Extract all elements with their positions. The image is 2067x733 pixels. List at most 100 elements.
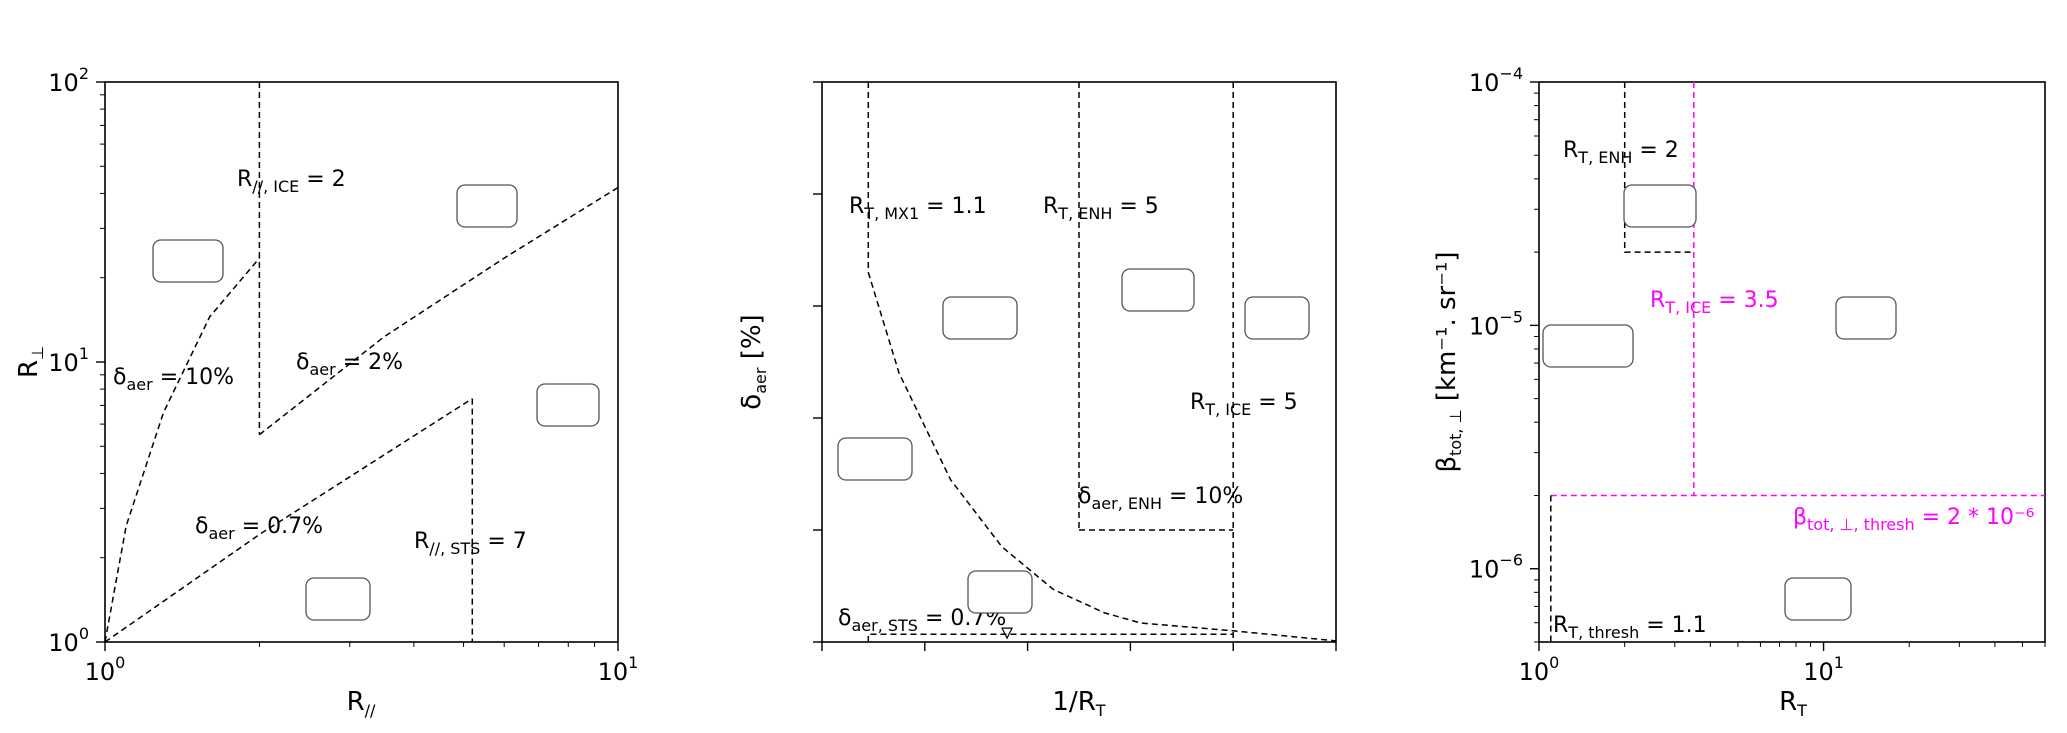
annotation-subscript: T, ENH (1057, 204, 1112, 223)
annotation-value: = 10% (1162, 484, 1243, 509)
annotation-subscript: T, ICE (1664, 298, 1711, 317)
annotation-base: R (237, 167, 252, 192)
y-tick-exp: 1 (79, 344, 89, 363)
annotation-value: = 2% (336, 350, 403, 375)
boundary-line (104, 397, 473, 643)
y-tick-exp: −6 (1499, 551, 1523, 570)
x-tick-label: 100 (85, 653, 126, 686)
annotation-subscript: //, STS (429, 539, 480, 558)
x-tick-base: 10 (1803, 658, 1834, 686)
x-tick-exp: 0 (1549, 653, 1559, 672)
annotation-base: δ (113, 365, 126, 390)
region-label-box (305, 577, 371, 621)
y-tick-label: 101 (48, 344, 89, 377)
x-axis-title: RT (1779, 687, 1807, 720)
annotation-subscript: T, ICE (1204, 400, 1251, 419)
x-tick-base: 10 (85, 658, 116, 686)
boundary-line (1623, 82, 1694, 253)
boundary-line (104, 257, 260, 643)
annotation-value: = 10% (153, 365, 234, 390)
annotation-base: R (1190, 390, 1205, 415)
boundary-line (867, 633, 1234, 642)
annotation-subscript: aer (208, 524, 235, 543)
y-tick-exp: 0 (79, 624, 89, 643)
annotation-enh-delta: δaer, ENH = 10% (1078, 484, 1243, 513)
plot-frame (1538, 81, 2046, 643)
annotation-subscript: aer, STS (851, 616, 917, 635)
annotation-rt-threshold: RT, thresh = 1.1 (1553, 613, 1707, 642)
y-tick-label: 100 (48, 624, 89, 657)
annotation-base: R (414, 529, 429, 554)
annotation-subscript: aer (309, 360, 336, 379)
annotation-subscript: aer (126, 375, 153, 394)
y-tick-base: 10 (48, 69, 79, 97)
annotation-value: = 7 (480, 529, 526, 554)
x-axis-title: R// (347, 687, 376, 720)
annotation-sts-threshold: R//, STS = 7 (414, 529, 527, 558)
x-tick-exp: 1 (628, 653, 638, 672)
annotation-base: R (1650, 288, 1665, 313)
sts-marker (1001, 627, 1014, 640)
x-tick-base: 10 (598, 658, 629, 686)
annotation-enh-threshold: RT, ENH = 2 (1563, 138, 1679, 167)
annotation-base: R (1553, 613, 1568, 638)
x-tick-label: 101 (1803, 653, 1844, 686)
y-axis-title: βtot, ⊥ [km⁻¹. sr⁻¹] (1432, 251, 1465, 472)
region-label-box (1784, 577, 1852, 621)
annotation-ice-threshold: RT, ICE = 5 (1190, 390, 1298, 419)
annotation-subscript: tot, ⊥, thresh (1807, 515, 1915, 534)
annotation-ice-threshold: R//, ICE = 2 (237, 167, 346, 196)
region-label-box (456, 184, 518, 228)
annotation-subscript: T, thresh (1567, 623, 1639, 642)
annotation-value: = 3.5 (1711, 288, 1778, 313)
x-axis-subscript: T (1796, 701, 1807, 720)
annotation-value: = 2 * 10⁻⁶ (1915, 505, 2035, 530)
annotation-base: R (1563, 138, 1578, 163)
region-label-box (942, 296, 1018, 340)
region-label-box (1623, 184, 1697, 228)
annotation-base: δ (195, 514, 208, 539)
y-tick-exp: −4 (1499, 64, 1523, 83)
annotation-base: β (1793, 505, 1807, 530)
annotation-value: = 1.1 (919, 194, 986, 219)
y-tick-base: 10 (1469, 69, 1500, 97)
annotation-base: δ (838, 606, 851, 631)
y-tick-base: 10 (48, 629, 79, 657)
annotation-sts-delta: δaer, STS = 0.7% (838, 606, 1006, 635)
y-axis-units: [%] (737, 314, 767, 367)
annotation-beta-threshold: βtot, ⊥, thresh = 2 * 10⁻⁶ (1793, 505, 2035, 534)
x-axis-label: R (347, 687, 365, 717)
y-tick-exp: 2 (79, 64, 89, 83)
region-label-box (152, 239, 224, 283)
x-tick-label: 100 (1519, 653, 1560, 686)
y-axis-units: [km⁻¹. sr⁻¹] (1432, 251, 1462, 409)
annotation-ice-threshold: RT, ICE = 3.5 (1650, 288, 1779, 317)
y-tick-base: 10 (1469, 312, 1500, 340)
region-label-box (1542, 324, 1634, 368)
boundary-line (867, 272, 1337, 642)
region-label-box (1835, 296, 1897, 340)
annotation-base: δ (296, 350, 309, 375)
y-tick-label: 102 (48, 64, 89, 97)
panel-b: RT, MX1 = 1.1 RT, ENH = 5RT, ICE = 5δaer,… (737, 81, 1337, 720)
x-tick-label: 101 (598, 653, 639, 686)
annotation-mx1-threshold: RT, MX1 = 1.1 (849, 194, 987, 223)
annotation-delta-10: δaer = 10% (113, 365, 234, 394)
region-label-box (1121, 268, 1195, 312)
y-axis-label: β (1432, 456, 1462, 473)
annotation-subscript: T, MX1 (863, 204, 919, 223)
y-axis-label: R (14, 360, 44, 378)
y-axis-subscript: ⊥ (28, 346, 47, 360)
y-axis-title: δaer [%] (737, 314, 770, 409)
annotation-value: = 2 (1632, 138, 1678, 163)
region-label-box (1244, 296, 1310, 340)
annotation-value: = 5 (1251, 390, 1297, 415)
x-tick-exp: 1 (1834, 653, 1844, 672)
y-tick-label: 10−5 (1469, 307, 1523, 340)
x-axis-label: R (1779, 687, 1797, 717)
boundary-line (258, 186, 619, 436)
annotation-base: R (849, 194, 864, 219)
x-axis-subscript: T (1095, 701, 1106, 720)
